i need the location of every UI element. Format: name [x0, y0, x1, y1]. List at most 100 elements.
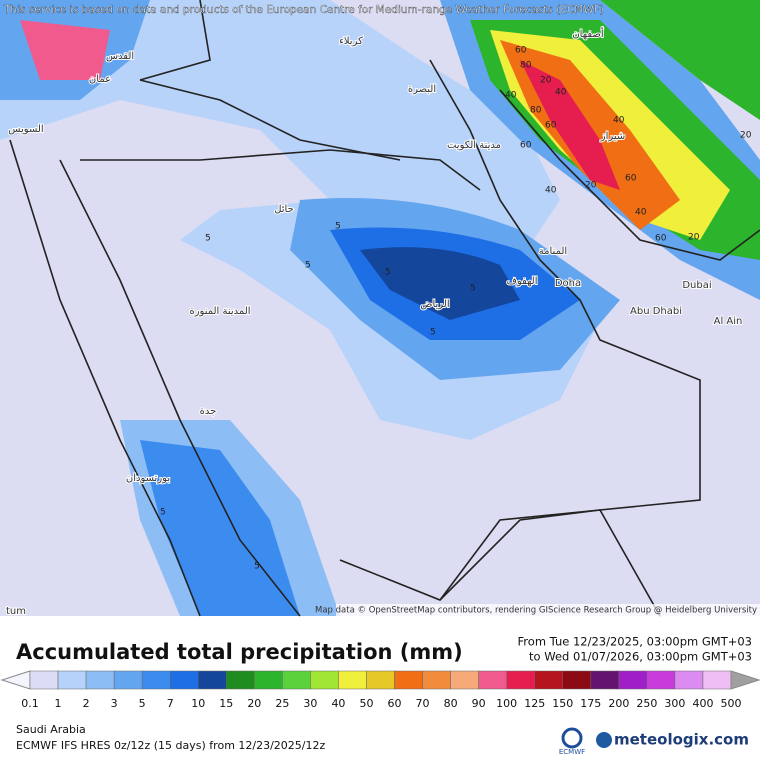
colorbar-segment [57, 670, 87, 690]
colorbar-segment [197, 670, 227, 690]
colorbar-label: 0.1 [21, 697, 39, 710]
city-label: جدة [200, 406, 217, 417]
colorbar-label: 70 [416, 697, 430, 710]
contour-label: 80 [520, 61, 532, 71]
contour-label: 20 [540, 76, 552, 86]
city-label: الهفوف [506, 276, 537, 287]
contour-label: 5 [205, 234, 211, 244]
colorbar-segment [478, 670, 507, 690]
colorbar-segment [506, 670, 535, 690]
colorbar-segment [534, 670, 564, 690]
colorbar-label: 100 [496, 697, 517, 710]
city-label: السويس [8, 124, 43, 135]
colorbar-segment [366, 670, 395, 690]
colorbar-segment [422, 670, 451, 690]
contour-label: 20 [688, 233, 700, 243]
colorbar-segment [169, 670, 199, 690]
colorbar-label: 125 [524, 697, 545, 710]
contour-label: 60 [625, 174, 637, 184]
colorbar-segment [702, 670, 732, 690]
contour-label: 40 [545, 186, 557, 196]
contour-label: 5 [160, 508, 166, 518]
service-notice: This service is based on data and produc… [3, 4, 604, 16]
colorbar-segment [226, 670, 255, 690]
date-from: From Tue 12/23/2025, 03:00pm GMT+03 [518, 635, 752, 649]
meteologix-icon [596, 732, 612, 748]
colorbar-segment [618, 670, 648, 690]
contour-label: 60 [545, 121, 557, 131]
contour-label: 60 [520, 141, 532, 151]
date-to: to Wed 01/07/2026, 03:00pm GMT+03 [529, 650, 752, 664]
city-label: Abu Dhabi [630, 306, 682, 317]
meteologix-logo: meteologix.com [614, 731, 749, 749]
contour-label: 40 [613, 116, 625, 126]
model-info: ECMWF IFS HRES 0z/12z (15 days) from 12/… [16, 739, 326, 752]
colorbar-label: 150 [552, 697, 573, 710]
contour-label: 40 [635, 208, 647, 218]
city-label: البصرة [408, 84, 436, 95]
city-label: القدس [106, 51, 134, 62]
colorbar-label: 1 [55, 697, 62, 710]
city-label: tum [6, 606, 26, 617]
colorbar-segment [562, 670, 592, 690]
contour-label: 60 [515, 46, 527, 56]
colorbar-label: 50 [359, 697, 373, 710]
colorbar-segment [282, 670, 311, 690]
ecmwf-logo: ECMWF [559, 748, 585, 756]
colorbar-label: 80 [444, 697, 458, 710]
colorbar-segment [338, 670, 367, 690]
ecmwf-icon [561, 727, 583, 749]
city-label: Dubai [682, 280, 711, 291]
contour-label: 20 [740, 131, 752, 141]
contour-label: 5 [385, 268, 391, 278]
contour-label: 5 [335, 222, 341, 232]
colorbar-segment [310, 670, 339, 690]
contour-label: 5 [305, 261, 311, 271]
colorbar-label: 3 [111, 697, 118, 710]
colorbar-segment [450, 670, 479, 690]
contour-label: 5 [470, 284, 476, 294]
colorbar-label: 7 [167, 697, 174, 710]
city-label: Doha [555, 278, 581, 289]
borders [9, 0, 760, 617]
precip-field [0, 0, 760, 616]
city-label: المنامة [539, 246, 567, 257]
colorbar-label: 5 [139, 697, 146, 710]
colorbar-segment [254, 670, 283, 690]
colorbar-label: 90 [472, 697, 486, 710]
contour-label: 80 [530, 106, 542, 116]
colorbar-segment [646, 670, 676, 690]
colorbar-label: 400 [692, 697, 713, 710]
city-label: الرياض [420, 299, 449, 310]
legend-title: Accumulated total precipitation (mm) [16, 640, 463, 664]
city-label: المدينة المنورة [189, 306, 250, 317]
colorbar-segment [590, 670, 620, 690]
colorbar-label: 40 [331, 697, 345, 710]
colorbar-label: 250 [636, 697, 657, 710]
city-label: مدينة الكويت [447, 140, 501, 151]
city-label: بورتسودان [126, 473, 170, 484]
colorbar-label: 175 [580, 697, 601, 710]
city-label: Al Ain [714, 316, 743, 327]
contour-label: 40 [555, 88, 567, 98]
colorbar-label: 300 [664, 697, 685, 710]
colorbar-label: 25 [275, 697, 289, 710]
colorbar-segment [85, 670, 115, 690]
colorbar-label: 2 [83, 697, 90, 710]
contour-label: 5 [430, 328, 436, 338]
city-label: كربلاء [339, 36, 363, 47]
city-label: حائل [274, 204, 294, 215]
colorbar-label: 200 [608, 697, 629, 710]
city-label: شيراز [600, 131, 626, 142]
contour-label: 60 [655, 234, 667, 244]
attribution-box [336, 604, 760, 616]
colorbar-label: 60 [388, 697, 402, 710]
colorbar: 0.1 1 2 3 5 7 10 15 20 25 30 40 50 60 70 80 90 100 125 150 1… [0, 670, 760, 710]
contour-label: 20 [585, 181, 597, 191]
colorbar-segment [141, 670, 171, 690]
city-label: أصفهان [572, 27, 604, 40]
colorbar-arrow-left [0, 670, 31, 690]
colorbar-segment [113, 670, 143, 690]
